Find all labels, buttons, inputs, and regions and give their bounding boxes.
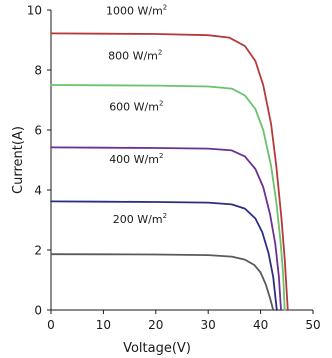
curve-label-exponent: 2	[159, 100, 163, 108]
x-tick-label: 0	[47, 318, 55, 332]
y-axis-title: Current(A)	[11, 126, 26, 194]
iv-curve-line	[50, 200, 278, 311]
iv-curves	[50, 32, 289, 311]
curve-label-exponent: 2	[163, 4, 167, 12]
curve-label-text: 1000 W/m	[106, 5, 163, 18]
curve-label-exponent: 2	[159, 152, 163, 160]
axes	[50, 10, 313, 311]
x-tick-label: 40	[253, 318, 268, 332]
curve-label-text: 600 W/m	[109, 101, 159, 114]
iv-curve-line	[50, 84, 286, 311]
curve-label-text: 200 W/m	[113, 213, 163, 226]
x-tick-label: 10	[96, 318, 111, 332]
curve-label: 400 W/m2	[109, 152, 163, 166]
curve-label: 200 W/m2	[113, 212, 167, 226]
curve-label: 600 W/m2	[109, 100, 163, 114]
y-tick-label: 4	[34, 184, 42, 198]
y-tick-label: 2	[34, 244, 42, 258]
curve-label-text: 800 W/m	[108, 50, 158, 63]
x-ticks: 0 10 20 30 40 50	[47, 310, 321, 332]
iv-curve-line	[50, 146, 282, 311]
y-tick-label: 8	[34, 64, 42, 78]
y-tick-label: 6	[34, 124, 42, 138]
iv-curve-line	[50, 32, 289, 311]
y-ticks: 0 2 4 6 8 10	[27, 4, 51, 318]
curve-label-exponent: 2	[163, 212, 167, 220]
x-tick-label: 30	[201, 318, 216, 332]
x-axis-title: Voltage(V)	[123, 341, 191, 356]
curve-label-text: 400 W/m	[109, 153, 159, 166]
curve-label-exponent: 2	[158, 49, 162, 57]
curve-label: 800 W/m2	[108, 49, 162, 63]
curve-label: 1000 W/m2	[106, 4, 167, 18]
x-tick-label: 20	[148, 318, 163, 332]
iv-curve-line	[50, 253, 275, 311]
y-tick-label: 10	[27, 4, 42, 18]
x-tick-label: 50	[305, 318, 320, 332]
y-tick-label: 0	[34, 304, 42, 318]
